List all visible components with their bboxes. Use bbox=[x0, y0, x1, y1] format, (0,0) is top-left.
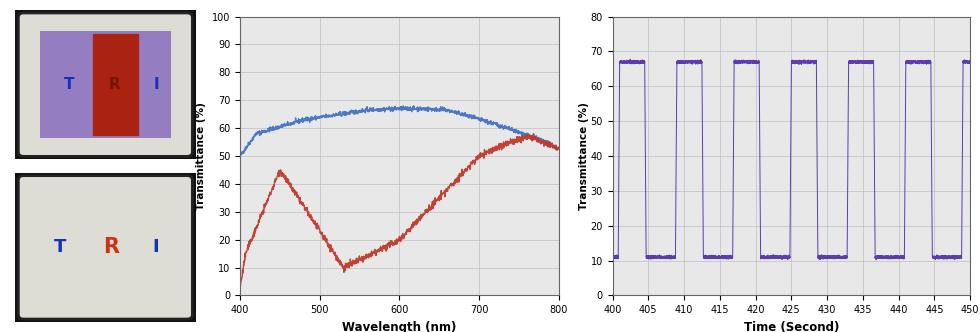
X-axis label: Wavelength (nm): Wavelength (nm) bbox=[342, 321, 457, 332]
Text: T: T bbox=[64, 77, 74, 92]
X-axis label: Time (Second): Time (Second) bbox=[744, 321, 839, 332]
Y-axis label: Transmittance (%): Transmittance (%) bbox=[196, 102, 207, 210]
Text: R: R bbox=[109, 77, 121, 92]
FancyBboxPatch shape bbox=[19, 13, 192, 156]
Y-axis label: Transmittance (%): Transmittance (%) bbox=[579, 102, 589, 210]
FancyBboxPatch shape bbox=[19, 176, 192, 319]
Text: I: I bbox=[153, 238, 160, 256]
FancyBboxPatch shape bbox=[40, 31, 171, 138]
Bar bbox=[93, 34, 138, 135]
Text: T: T bbox=[54, 238, 67, 256]
Text: R: R bbox=[103, 237, 119, 257]
Text: I: I bbox=[153, 77, 159, 92]
